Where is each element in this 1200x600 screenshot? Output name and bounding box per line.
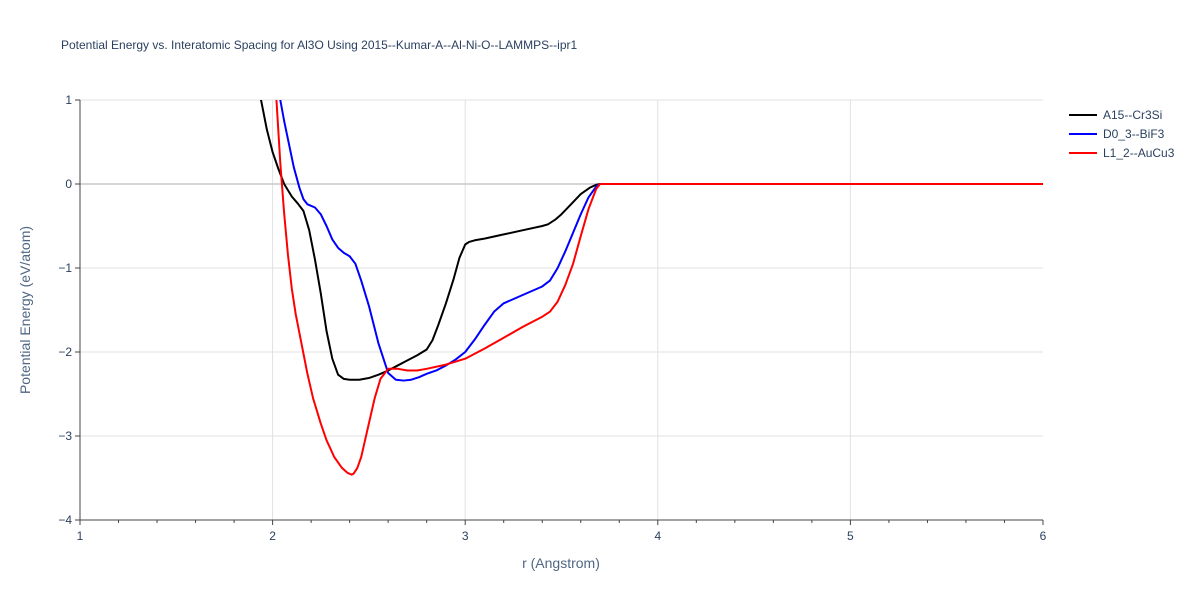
x-tick-label: 5 (847, 529, 854, 543)
series-line-2[interactable] (279, 100, 1043, 382)
legend-item-1[interactable]: A15--Cr3Si (1069, 108, 1162, 122)
y-tick-label: 0 (65, 177, 72, 191)
axis-layer: 1 2 3 4 5 6 1 0 −1 −2 −3 −4 (58, 93, 1046, 543)
y-tick-label: −4 (58, 513, 72, 527)
legend[interactable]: A15--Cr3Si D0_3--BiF3 L1_2--AuCu3 (1069, 108, 1175, 160)
legend-label: A15--Cr3Si (1103, 108, 1162, 122)
x-tick-label: 1 (77, 529, 84, 543)
chart-title: Potential Energy vs. Interatomic Spacing… (61, 38, 578, 52)
x-tick-label: 4 (654, 529, 661, 543)
x-tick-label: 2 (269, 529, 276, 543)
y-tick-label: −3 (58, 429, 72, 443)
series-line-1[interactable] (260, 100, 1043, 381)
y-axis-title: Potential Energy (eV/atom) (17, 226, 33, 394)
y-tick-label: 1 (65, 93, 72, 107)
grid-layer (80, 99, 1043, 520)
series-line-3[interactable] (275, 100, 1043, 476)
x-tick-label: 3 (462, 529, 469, 543)
legend-label: D0_3--BiF3 (1103, 127, 1165, 141)
y-tick-label: −1 (58, 261, 72, 275)
x-tick-label: 6 (1040, 529, 1047, 543)
x-axis-title: r (Angstrom) (522, 555, 600, 571)
legend-label: L1_2--AuCu3 (1103, 146, 1175, 160)
legend-item-2[interactable]: D0_3--BiF3 (1069, 127, 1165, 141)
legend-item-3[interactable]: L1_2--AuCu3 (1069, 146, 1175, 160)
series-layer (260, 100, 1043, 476)
y-tick-label: −2 (58, 345, 72, 359)
